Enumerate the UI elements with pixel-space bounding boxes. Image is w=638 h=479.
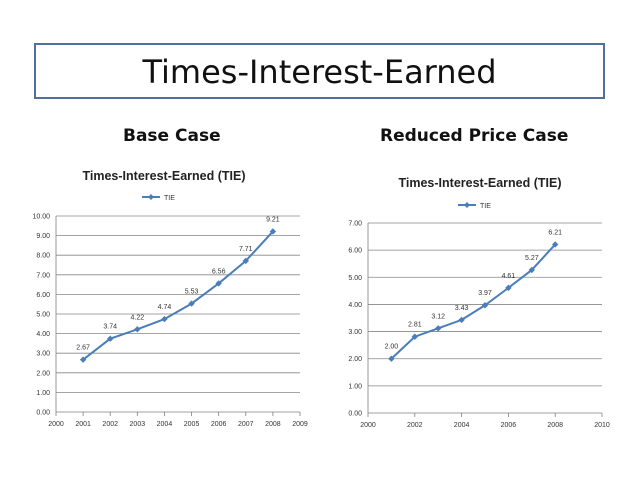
data-point	[388, 355, 395, 362]
data-label: 7.71	[239, 246, 253, 253]
y-tick-label: 6.00	[36, 292, 50, 299]
legend-marker	[148, 194, 154, 200]
data-label: 5.53	[185, 289, 199, 296]
y-tick-label: 2.00	[36, 370, 50, 377]
chart-title: Times-Interest-Earned (TIE)	[82, 169, 245, 183]
x-tick-label: 2008	[265, 421, 281, 428]
y-tick-label: 3.00	[36, 351, 50, 358]
data-point	[242, 257, 249, 265]
x-tick-label: 2009	[292, 421, 308, 428]
legend-marker	[464, 202, 470, 208]
series-line	[82, 230, 274, 361]
x-tick-label: 2010	[594, 422, 610, 429]
y-tick-label: 3.00	[348, 329, 362, 336]
series-line	[390, 243, 556, 360]
base-case-heading: Base Case	[123, 126, 221, 146]
data-label: 3.12	[431, 313, 445, 320]
y-tick-label: 6.00	[348, 248, 362, 255]
data-point	[107, 335, 114, 342]
data-label: 3.97	[478, 290, 492, 297]
data-label: 3.74	[103, 324, 117, 331]
y-tick-label: 9.00	[36, 233, 50, 240]
x-tick-label: 2006	[211, 421, 227, 428]
data-label: 2.00	[385, 344, 399, 351]
data-label: 5.27	[525, 255, 539, 262]
y-tick-label: 1.00	[36, 390, 50, 397]
legend-label: TIE	[164, 195, 175, 202]
data-label: 9.21	[266, 216, 280, 223]
data-point	[269, 228, 277, 235]
y-tick-label: 10.00	[32, 214, 50, 221]
y-tick-label: 7.00	[348, 221, 362, 228]
x-tick-label: 2002	[102, 421, 118, 428]
base-case-chart: Times-Interest-Earned (TIE) TIE 0.00 1.00 2.…	[32, 169, 308, 428]
data-point	[411, 333, 418, 340]
x-tick-label: 2004	[157, 421, 173, 428]
y-tick-label: 4.00	[36, 331, 50, 338]
data-label: 4.61	[502, 273, 516, 280]
data-label: 2.67	[76, 345, 90, 352]
data-label: 6.56	[212, 268, 226, 275]
x-tick-label: 2008	[547, 422, 563, 429]
y-tick-label: 5.00	[348, 275, 362, 282]
data-point	[435, 325, 442, 332]
x-tick-label: 2000	[360, 422, 376, 429]
legend-label: TIE	[480, 203, 491, 210]
y-tick-label: 4.00	[348, 302, 362, 309]
reduced-price-chart: Times-Interest-Earned (TIE) TIE 0.00 1.00 2.…	[348, 176, 610, 429]
x-tick-label: 2003	[130, 421, 146, 428]
reduced-price-case-heading: Reduced Price Case	[380, 126, 569, 146]
x-tick-label: 2007	[238, 421, 254, 428]
y-tick-label: 7.00	[36, 272, 50, 279]
title-frame: Times-Interest-Earned	[34, 43, 605, 99]
data-label: 3.43	[455, 305, 469, 312]
data-point	[161, 315, 168, 323]
y-tick-label: 1.00	[348, 383, 362, 390]
chart-title: Times-Interest-Earned (TIE)	[398, 176, 561, 190]
y-tick-label: 5.00	[36, 312, 50, 319]
data-point	[215, 280, 222, 287]
data-point	[188, 300, 195, 307]
data-label: 6.21	[548, 229, 562, 236]
y-tick-label: 0.00	[348, 411, 362, 418]
data-label: 4.22	[131, 314, 145, 321]
x-tick-label: 2002	[407, 422, 423, 429]
x-tick-label: 2005	[184, 421, 200, 428]
y-tick-label: 0.00	[36, 410, 50, 417]
data-label: 4.74	[158, 304, 172, 311]
slide-title: Times-Interest-Earned	[142, 53, 497, 91]
data-point	[481, 302, 489, 309]
y-tick-label: 8.00	[36, 253, 50, 260]
x-tick-label: 2006	[501, 422, 517, 429]
data-point	[134, 326, 141, 333]
x-tick-label: 2004	[454, 422, 470, 429]
x-tick-label: 2001	[75, 421, 91, 428]
x-tick-label: 2000	[48, 421, 64, 428]
y-tick-label: 2.00	[348, 356, 362, 363]
data-label: 2.81	[408, 322, 422, 329]
